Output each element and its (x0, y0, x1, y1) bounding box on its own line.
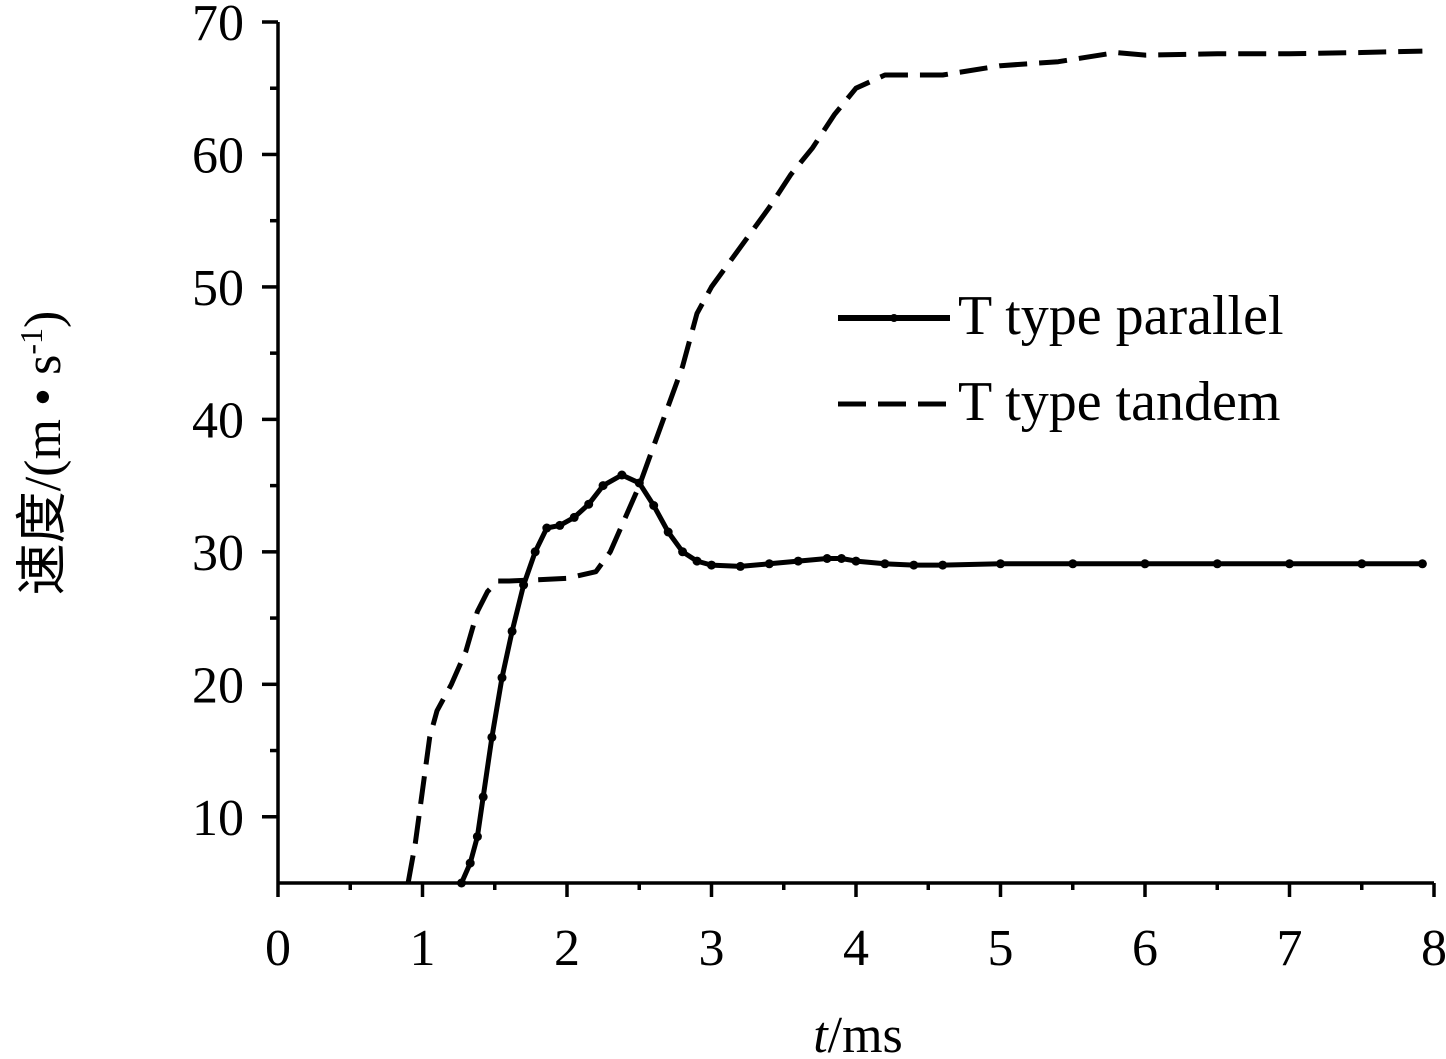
x-axis: 0 1 2 3 4 5 6 7 8 (265, 881, 1446, 977)
series-line (459, 472, 1423, 885)
x-tick-label: 1 (410, 920, 436, 977)
y-tick-label: 50 (192, 260, 244, 317)
x-axis-title: t/ms (813, 1007, 903, 1059)
data-point (909, 560, 919, 570)
data-point (692, 556, 702, 566)
series-line (405, 48, 1423, 884)
data-point (1068, 559, 1078, 569)
data-point (457, 878, 466, 888)
data-point (1357, 559, 1367, 569)
x-axis-title-unit: /ms (828, 1007, 903, 1059)
legend-marker-parallel (890, 314, 898, 322)
series-parallel (457, 470, 1427, 888)
x-axis-title-italic: t (813, 1007, 829, 1059)
data-point (1285, 559, 1294, 569)
data-point (851, 556, 861, 566)
y-tick-label: 10 (192, 790, 244, 847)
x-tick-label: 8 (1421, 920, 1446, 977)
data-point (837, 554, 846, 563)
legend-item-tandem: T type tandem (838, 371, 1280, 433)
data-point (938, 560, 948, 570)
y-tick-label: 40 (192, 392, 244, 449)
data-point (598, 481, 608, 491)
data-point (880, 559, 890, 569)
y-axis-title-close: ) (15, 311, 72, 328)
data-point (465, 858, 475, 868)
data-point (507, 626, 517, 636)
data-point (663, 527, 673, 537)
legend: T type parallel T type tandem (838, 285, 1284, 433)
x-tick-label: 6 (1132, 920, 1158, 977)
y-axis-title-sup: -1 (13, 328, 49, 355)
y-tick-label: 20 (192, 657, 244, 714)
plot-area (405, 48, 1427, 888)
x-tick-label: 7 (1277, 920, 1303, 977)
data-point (678, 547, 688, 557)
y-axis: 10 20 30 40 50 60 70 (192, 0, 280, 883)
data-point (1140, 559, 1150, 569)
data-point (793, 556, 803, 566)
data-point (472, 832, 482, 842)
y-axis-title: 速度/(m • s-1) (13, 311, 72, 596)
data-point (542, 523, 552, 533)
data-point (996, 559, 1005, 569)
data-point (478, 792, 488, 802)
data-point (764, 559, 774, 569)
data-point (617, 470, 627, 480)
data-point (822, 554, 832, 563)
y-axis-title-main: 速度/(m • s (15, 355, 72, 596)
legend-label-parallel: T type parallel (958, 285, 1284, 347)
data-point (649, 501, 659, 510)
y-tick-label: 70 (192, 0, 244, 52)
data-point (530, 547, 540, 557)
series-tandem (405, 48, 1423, 884)
y-ticks: 10 20 30 40 50 60 70 (192, 0, 278, 847)
data-point (497, 673, 507, 683)
x-tick-label: 5 (988, 920, 1014, 977)
data-point (555, 520, 565, 530)
x-tick-label: 3 (699, 920, 725, 977)
x-tick-label: 0 (265, 920, 291, 977)
y-tick-label: 60 (192, 127, 244, 184)
x-tick-label: 2 (554, 920, 580, 977)
data-point (735, 561, 745, 571)
x-tick-label: 4 (843, 920, 869, 977)
data-point (487, 732, 497, 742)
data-point (1212, 559, 1222, 569)
data-point (569, 512, 579, 522)
y-tick-label: 30 (192, 525, 244, 582)
legend-label-tandem: T type tandem (958, 371, 1280, 433)
legend-item-parallel: T type parallel (838, 285, 1284, 347)
data-point (584, 499, 594, 509)
x-ticks: 0 1 2 3 4 5 6 7 8 (265, 883, 1446, 977)
data-point (707, 560, 716, 570)
data-point (1417, 559, 1427, 569)
